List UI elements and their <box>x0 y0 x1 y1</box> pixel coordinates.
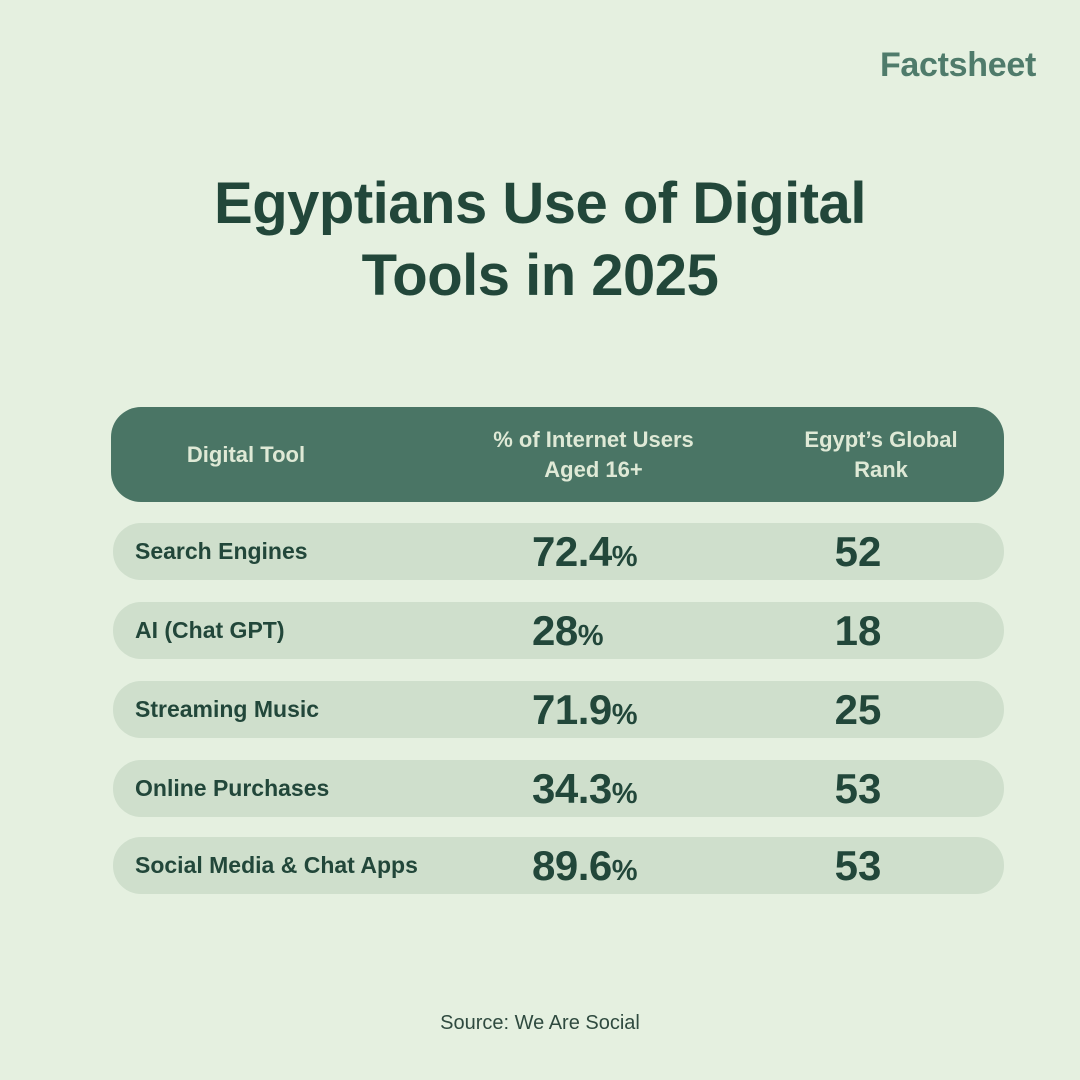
rank-value: 53 <box>834 764 882 812</box>
percent-value: 34.3% <box>532 765 638 813</box>
percent-value: 71.9% <box>532 686 638 734</box>
tool-name: Social Media & Chat Apps <box>135 852 418 878</box>
percent-sign: % <box>577 619 604 652</box>
header-digital-tool: Digital Tool <box>186 441 306 467</box>
tool-name: Online Purchases <box>135 775 330 801</box>
percent-number: 71.9 <box>532 685 612 733</box>
percent-sign: % <box>611 777 638 810</box>
rank-value: 52 <box>834 527 882 575</box>
percent-number: 34.3 <box>532 764 612 812</box>
table-row: Social Media & Chat Apps 89.6% 53 <box>113 837 1004 894</box>
source-note: Source: We Are Social <box>440 1012 640 1034</box>
title-line-1: Egyptians Use of Digital <box>214 171 866 236</box>
rank-value: 53 <box>834 841 882 889</box>
percent-number: 89.6 <box>532 841 612 889</box>
table-header: Digital Tool % of Internet Users Aged 16… <box>111 407 1004 502</box>
page-title: Egyptians Use of Digital Tools in 2025 <box>0 168 1080 312</box>
table-row: Streaming Music 71.9% 25 <box>113 681 1004 738</box>
percent-number: 28 <box>532 606 578 654</box>
percent-value: 72.4% <box>532 528 638 576</box>
rank-value: 25 <box>834 685 882 733</box>
header-percent-line-1: % of Internet Users <box>493 426 694 452</box>
tool-name: Streaming Music <box>135 696 320 722</box>
header-global-rank: Egypt’s Global Rank <box>786 425 976 485</box>
percent-number: 72.4 <box>532 527 612 575</box>
table-row: Online Purchases 34.3% 53 <box>113 760 1004 817</box>
percent-sign: % <box>611 540 638 573</box>
header-percent-line-2: Aged 16+ <box>544 456 643 482</box>
header-percent-users: % of Internet Users Aged 16+ <box>381 425 806 485</box>
percent-sign: % <box>611 854 638 887</box>
tool-name: Search Engines <box>135 538 308 564</box>
header-rank-line-2: Rank <box>854 456 908 482</box>
percent-value: 89.6% <box>532 842 638 890</box>
percent-value: 28% <box>532 607 604 655</box>
table-row: Search Engines 72.4% 52 <box>113 523 1004 580</box>
data-table: Digital Tool % of Internet Users Aged 16… <box>111 407 1004 894</box>
table-row: AI (Chat GPT) 28% 18 <box>113 602 1004 659</box>
brand-label: Factsheet <box>879 46 1036 84</box>
tool-name: AI (Chat GPT) <box>135 617 285 643</box>
rank-value: 18 <box>834 606 882 654</box>
title-line-2: Tools in 2025 <box>361 243 719 308</box>
header-rank-line-1: Egypt’s Global <box>804 426 958 452</box>
percent-sign: % <box>611 698 638 731</box>
